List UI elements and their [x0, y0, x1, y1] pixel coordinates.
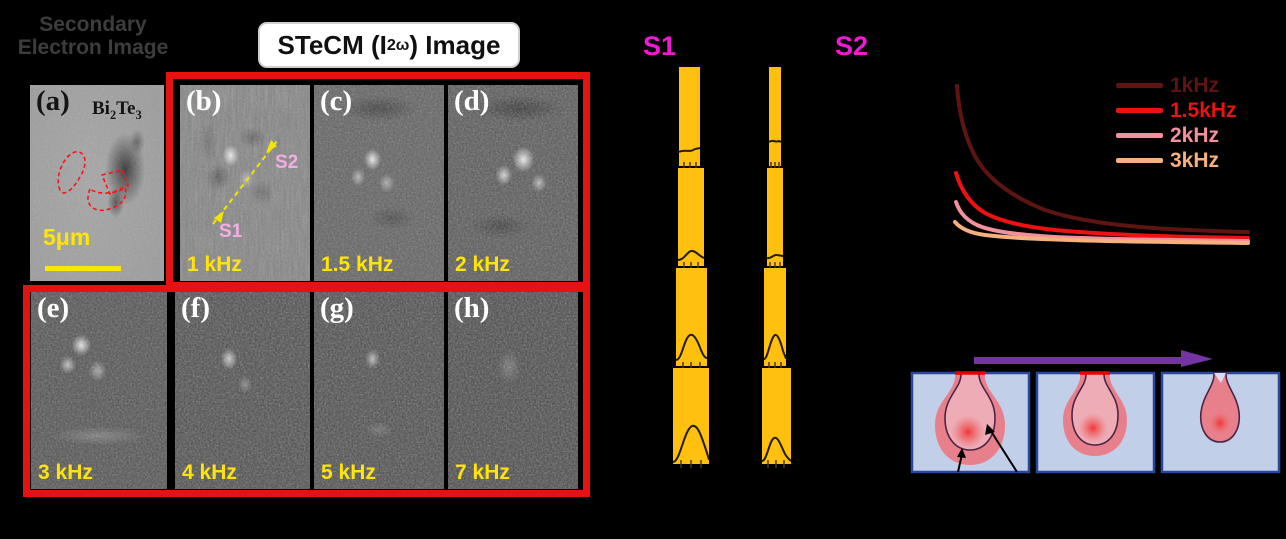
legend-row-2khz: 2kHz [1116, 123, 1237, 148]
panel-d-stecm-2khz: (d) 2 kHz [448, 85, 578, 281]
schematic-box-2 [1035, 371, 1156, 474]
panel-a-sem-image: (a) Bi2Te3 5μm [30, 85, 164, 281]
sem-title-line1: Secondary [39, 13, 147, 36]
panel-d-letter: (d) [454, 85, 490, 117]
panel-h-stecm-7khz: (h) 7 kHz [448, 292, 578, 489]
line-profile-columns [672, 67, 792, 468]
section-line-label-s2: S2 [275, 152, 299, 173]
s1-ticks [680, 162, 702, 468]
panel-g-frequency: 5 kHz [321, 461, 376, 484]
stecm-red-border-bottom [23, 285, 590, 497]
schematic-box-1 [910, 371, 1031, 474]
panel-e-stecm-3khz: (e) 3 kHz [31, 292, 167, 489]
panel-b-frequency: 1 kHz [187, 253, 242, 276]
panel-e-frequency: 3 kHz [38, 461, 93, 484]
decay-curve-chart [953, 84, 1250, 245]
panel-b-section-line [212, 140, 278, 225]
sem-title-line2: Electron Image [17, 36, 169, 59]
panel-h-letter: (h) [454, 292, 490, 324]
panel-c-letter: (c) [320, 85, 353, 117]
stecm-title-post: ) Image [409, 29, 501, 60]
s1-profile-stack [672, 67, 710, 468]
hotspot [1208, 411, 1232, 435]
legend-label-3khz: 3kHz [1170, 149, 1220, 172]
curve-2khz [954, 200, 1250, 243]
legend-row-3khz: 3kHz [1116, 148, 1237, 173]
chart-legend: 1kHz 1.5kHz 2kHz 3kHz [1116, 73, 1237, 173]
profile-column-label-s2: S2 [835, 31, 869, 61]
panel-a-letter: (a) [36, 85, 70, 117]
legend-swatch-3khz [1116, 158, 1163, 163]
s2-profile-stack [761, 67, 792, 468]
hotspot [1078, 413, 1108, 443]
panel-g-letter: (g) [320, 292, 354, 324]
legend-label-1p5khz: 1.5kHz [1170, 99, 1237, 122]
legend-row-1khz: 1kHz [1116, 73, 1237, 98]
material-label: Bi2Te3 [92, 98, 142, 122]
curve-1p5khz [954, 171, 1250, 240]
legend-label-2khz: 2kHz [1170, 124, 1220, 147]
panel-h-frequency: 7 kHz [455, 461, 510, 484]
scalebar-label: 5μm [43, 224, 91, 250]
stecm-title-pre: STeCM (I [277, 29, 387, 60]
panel-c-stecm-1p5khz: (c) 1.5 kHz [314, 85, 444, 281]
panel-g-stecm-5khz: (g) 5 kHz [314, 292, 444, 489]
panel-a-defect-outlines [57, 151, 130, 212]
panel-f-frequency: 4 kHz [182, 461, 237, 484]
heat-diffusion-schematic [910, 350, 1281, 474]
stecm-title-sub: 2ω [386, 35, 410, 54]
legend-row-1p5khz: 1.5kHz [1116, 98, 1237, 123]
s2-ticks [767, 162, 785, 468]
sem-section-title: Secondary Electron Image [2, 13, 184, 59]
scan-direction-arrow [974, 350, 1213, 367]
section-line-label-s1: S1 [219, 221, 243, 242]
panel-f-letter: (f) [181, 292, 210, 324]
panel-c-frequency: 1.5 kHz [321, 253, 394, 276]
legend-swatch-2khz [1116, 133, 1163, 138]
scalebar [45, 266, 121, 271]
panel-e-letter: (e) [37, 292, 70, 324]
panel-b-stecm-1khz: (b) S2 S1 1 kHz [180, 85, 310, 281]
droplet-neck-gap [1214, 373, 1226, 383]
legend-label-1khz: 1kHz [1170, 74, 1220, 97]
curve-3khz [953, 220, 1250, 245]
panel-d-frequency: 2 kHz [455, 253, 510, 276]
legend-swatch-1p5khz [1116, 108, 1163, 113]
stecm-title-box: STeCM (I 2ω) Image [258, 22, 520, 68]
curve-1khz [955, 84, 1250, 234]
legend-swatch-1khz [1116, 83, 1163, 88]
panel-b-letter: (b) [186, 85, 222, 117]
panel-f-stecm-4khz: (f) 4 kHz [175, 292, 310, 489]
hotspot [951, 415, 985, 449]
schematic-box-3 [1160, 371, 1281, 474]
profile-column-label-s1: S1 [643, 31, 677, 61]
